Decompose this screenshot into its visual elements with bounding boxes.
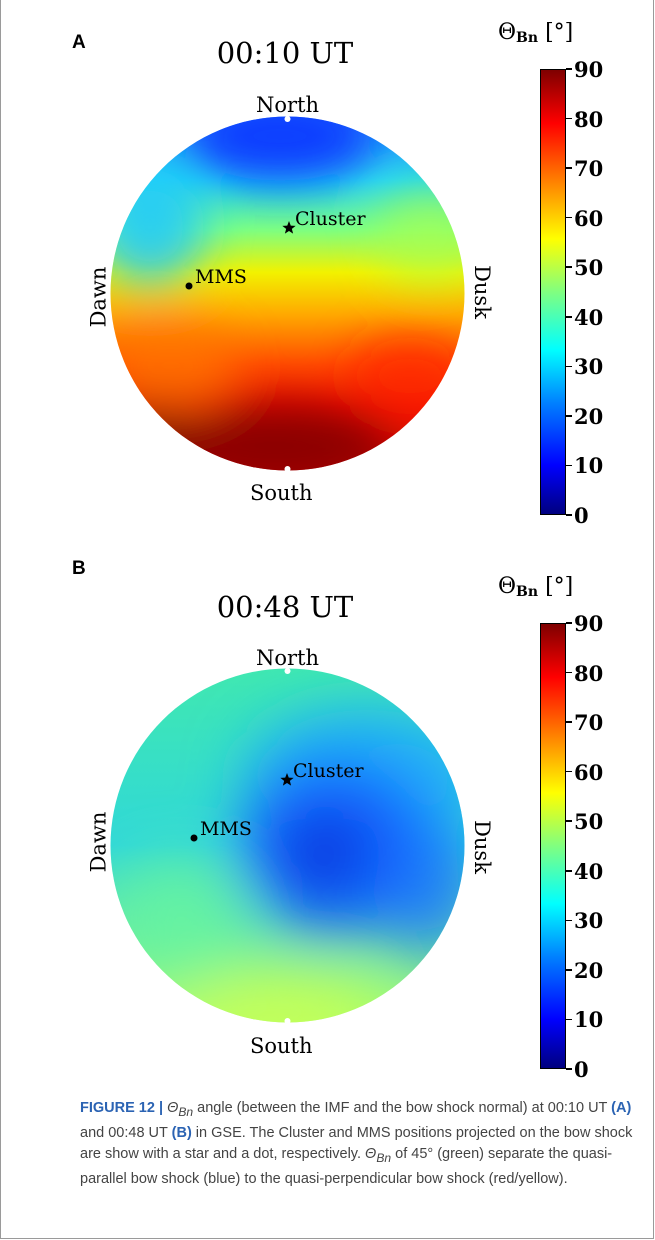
panel-a-colorbar-tick-label: 60 <box>574 205 604 231</box>
panel-a-colorbar-tick-label: 70 <box>574 156 604 182</box>
panel-b-colorbar-tick-label: 80 <box>574 660 604 686</box>
panel-b-mms-label: MMS <box>200 818 252 840</box>
panel-b-colorbar-tick-label: 40 <box>574 858 604 884</box>
panel-b-cluster-label: Cluster <box>293 760 364 782</box>
panel-b-mms-dot-marker <box>190 834 198 842</box>
panel-letter-a: A <box>72 32 86 53</box>
panel-a-cluster-star-marker <box>282 221 296 234</box>
panel-b-colorbar-tick-label: 20 <box>574 957 604 983</box>
panel-b-colorbar-title: ΘBn [°] <box>498 574 573 600</box>
panel-b-colorbar-tick <box>566 820 572 822</box>
panel-b-colorbar-subscript: Bn <box>516 584 539 600</box>
panel-b-south-label: South <box>250 1034 313 1058</box>
panel-b-colorbar-tick <box>566 770 572 773</box>
panel-a-mms-label: MMS <box>195 266 247 288</box>
panel-a-colorbar-tick <box>566 316 572 318</box>
panel-b-north-label: North <box>256 646 320 670</box>
caption-text-4: of 45° (green) separate the quasi-parall… <box>80 1145 613 1187</box>
caption-ref-a: (A) <box>611 1100 632 1116</box>
panel-a-colorbar-tick <box>566 167 572 169</box>
panel-a-colorbar-tick <box>566 216 572 219</box>
caption-theta-subscript-2: Bn <box>376 1150 392 1165</box>
panel-a-colorbar-tick <box>566 514 572 516</box>
panel-a-cluster-label: Cluster <box>295 208 366 230</box>
panel-b-title: 00:48 UT <box>216 590 354 624</box>
panel-b-colorbar-tick-label: 30 <box>574 908 604 934</box>
caption-ref-b: (B) <box>171 1124 192 1141</box>
panel-a-colorbar-tick-label: 30 <box>574 354 604 380</box>
caption-text-2: and 00:48 UT <box>80 1124 172 1141</box>
panel-a-colorbar-tick-label: 10 <box>574 453 604 479</box>
panel-b-colorbar-tick-label: 50 <box>574 809 604 835</box>
panel-b-colorbar <box>540 623 566 1069</box>
panel-a-colorbar-tick <box>566 415 572 417</box>
panel-b-cluster-star-marker <box>280 773 294 786</box>
caption-figure-number: FIGURE 12 | <box>80 1100 164 1116</box>
caption-theta-subscript: Bn <box>178 1104 194 1119</box>
panel-a-colorbar-tick-label: 20 <box>574 403 604 429</box>
panel-a-dusk-label: Dusk <box>469 265 494 319</box>
panel-b-dusk-label: Dusk <box>469 820 494 874</box>
panel-a-south-label: South <box>250 481 313 505</box>
panel-a-colorbar-tick-label: 0 <box>574 503 589 528</box>
caption-theta-symbol: Θ <box>167 1100 179 1116</box>
panel-a-title: 00:10 UT <box>216 36 354 70</box>
panel-b-colorbar-tick-label: 90 <box>574 611 604 636</box>
panel-a: A 00:10 UT North South Dawn Dusk <box>0 0 655 550</box>
panel-a-colorbar-tick <box>566 68 572 70</box>
panel-b-colorbar-tick-label: 10 <box>574 1007 604 1033</box>
panel-b-colorbar-tick <box>566 671 572 674</box>
caption-text-1: angle (between the IMF and the bow shock… <box>193 1100 612 1116</box>
panel-a-colorbar-tick-label: 80 <box>574 106 604 132</box>
panel-b-disk-map: Cluster MMS <box>110 668 465 1023</box>
panel-b-colorbar-tick <box>566 969 572 971</box>
panel-b-colorbar-tick <box>566 1068 572 1070</box>
panel-b-colorbar-tick <box>566 622 572 624</box>
panel-b-colorbar-tick <box>566 1018 572 1021</box>
caption-theta-symbol-2: Θ <box>365 1145 377 1162</box>
panel-b-colorbar-tick <box>566 870 572 872</box>
panel-a-dawn-label: Dawn <box>86 266 111 328</box>
caption-text-3: in GSE. The Cluster and MMS positions pr… <box>80 1124 633 1162</box>
panel-a-colorbar <box>540 69 566 515</box>
panel-a-colorbar-subscript: Bn <box>516 30 539 46</box>
panel-b-colorbar-unit: [°] <box>545 574 574 599</box>
panel-a-north-label: North <box>256 93 320 117</box>
panel-a-colorbar-tick-label: 90 <box>574 57 604 82</box>
panel-a-disk-map: Cluster MMS <box>110 116 465 471</box>
panel-a-colorbar-unit: [°] <box>545 20 574 45</box>
panel-a-colorbar-tick <box>566 266 572 268</box>
panel-a-colorbar-tick <box>566 464 572 467</box>
panel-a-colorbar-tick-label: 40 <box>574 304 604 330</box>
panel-a-colorbar-symbol: Θ <box>498 20 517 45</box>
panel-b-colorbar-tick-label: 70 <box>574 710 604 736</box>
panel-b-colorbar-symbol: Θ <box>498 574 517 599</box>
panel-b-colorbar-tick-label: 0 <box>574 1057 589 1082</box>
panel-a-colorbar-tick <box>566 365 572 368</box>
panel-a-colorbar-title: ΘBn [°] <box>498 20 573 46</box>
panel-b-colorbar-tick <box>566 919 572 922</box>
panel-b-colorbar-tick <box>566 721 572 723</box>
figure-caption: FIGURE 12 | ΘBn angle (between the IMF a… <box>80 1098 642 1190</box>
panel-letter-b: B <box>72 558 86 579</box>
panel-a-colorbar-tick-label: 50 <box>574 255 604 281</box>
panel-a-colorbar-tick <box>566 117 572 120</box>
panel-a-mms-dot-marker <box>185 282 193 290</box>
panel-b: B 00:48 UT North South Dawn Dusk <box>0 550 655 1100</box>
panel-b-colorbar-tick-label: 60 <box>574 759 604 785</box>
panel-b-dawn-label: Dawn <box>86 811 111 873</box>
